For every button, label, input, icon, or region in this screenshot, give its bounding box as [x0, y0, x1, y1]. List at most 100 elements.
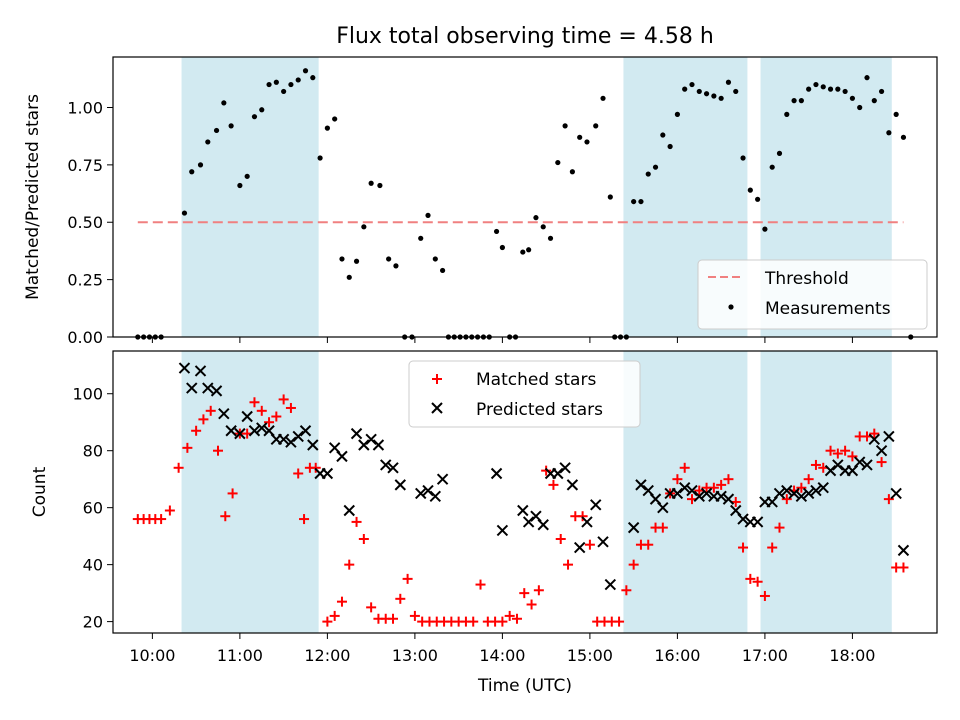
measurement-point: [638, 198, 644, 205]
measurement-point: [733, 88, 739, 95]
axes-frame: [112, 350, 938, 634]
predicted-star-point: [343, 504, 355, 517]
matched-star-point: [541, 465, 552, 476]
predicted-star-point: [285, 436, 297, 448]
measurement-point: [842, 88, 848, 95]
matched-star-point: [767, 542, 778, 553]
predicted-star-point: [350, 427, 363, 440]
measurement-point: [674, 111, 681, 117]
predicted-star-point: [234, 427, 246, 440]
predicted-star-point: [307, 439, 319, 451]
predicted-star-point: [590, 499, 602, 511]
matched-star-point: [628, 559, 639, 570]
legend-matched-marker: [432, 374, 442, 384]
matched-star-point: [322, 616, 333, 627]
measurement-point: [520, 249, 526, 255]
matched-star-point: [563, 559, 574, 570]
predicted-star-point: [241, 410, 253, 423]
measurement-point: [600, 95, 606, 101]
measurement-point: [703, 91, 710, 97]
matched-star-point: [533, 585, 544, 596]
measurement-point: [755, 196, 761, 202]
x-tick-label: 16:00: [654, 646, 700, 665]
predicted-star-point: [737, 513, 749, 525]
matched-star-point: [468, 616, 479, 627]
measurement-point: [820, 84, 826, 90]
measurement-point: [857, 104, 863, 111]
measurement-point: [871, 98, 877, 104]
matched-star-point: [497, 616, 508, 627]
measurement-point: [769, 164, 775, 170]
measurement-point: [562, 123, 568, 129]
measurement-point: [631, 198, 637, 205]
predicted-star-point: [657, 501, 669, 514]
predicted-star-point: [358, 439, 370, 451]
matched-star-point: [584, 539, 595, 550]
predicted-star-point: [671, 487, 684, 500]
matched-star-point: [810, 459, 821, 470]
matched-star-point: [205, 405, 216, 416]
predicted-star-point: [795, 490, 808, 502]
matched-star-point: [344, 559, 355, 570]
x-tick-label: 15:00: [567, 646, 613, 665]
matched-star-point: [278, 394, 289, 405]
legend-predicted-label: Predicted stars: [476, 400, 603, 420]
measurement-point: [835, 86, 841, 92]
measurement-point: [886, 130, 892, 136]
legend-box: [408, 360, 641, 428]
matched-star-point: [614, 616, 625, 627]
matched-star-point: [256, 405, 267, 416]
measurement-point: [547, 235, 554, 241]
predicted-star-point: [292, 430, 304, 443]
matched-star-point: [716, 479, 727, 490]
predicted-star-point: [883, 430, 895, 443]
predicted-star-point: [824, 464, 837, 477]
predicted-star-point: [256, 422, 268, 434]
matched-star-point: [832, 448, 843, 459]
measurement-point: [499, 244, 505, 251]
predicted-star-point: [186, 382, 198, 394]
matched-star-point: [555, 534, 566, 544]
y-tick-label: 1.00: [67, 98, 103, 117]
legend-box: [697, 259, 928, 330]
measurement-point: [776, 150, 783, 156]
predicted-star-point: [875, 444, 888, 457]
matched-star-point: [395, 593, 406, 604]
predicted-star-point: [604, 578, 617, 591]
predicted-star-point: [415, 487, 427, 500]
measurement-point: [718, 95, 724, 101]
measurement-point: [377, 182, 383, 189]
measurement-point: [593, 123, 599, 129]
measurement-point: [725, 79, 732, 85]
measurement-point: [689, 81, 695, 88]
predicted-star-point: [321, 467, 334, 480]
measurement-point: [339, 256, 345, 262]
measurement-point: [181, 210, 188, 216]
predicted-star-point: [522, 516, 535, 528]
predicted-star-point: [868, 433, 880, 446]
matched-star-point: [745, 573, 756, 584]
measurement-point: [273, 79, 279, 85]
observing-interval: [181, 57, 319, 337]
measurement-point: [310, 75, 316, 81]
predicted-star-point: [722, 493, 735, 505]
measurement-point: [324, 125, 330, 131]
x-tick-label: 18:00: [829, 646, 875, 665]
measurement-point: [205, 139, 211, 145]
y-axis-label: Count: [30, 466, 50, 517]
x-tick-label: 14:00: [479, 646, 525, 665]
predicted-star-point: [635, 479, 647, 491]
measurement-point: [259, 107, 265, 113]
legend-predicted-marker: [431, 402, 443, 414]
matched-star-point: [249, 397, 260, 408]
predicted-star-point: [897, 544, 910, 557]
matched-star-point: [388, 613, 399, 624]
x-axis-label: Time (UTC): [477, 676, 572, 696]
x-tick-label: 17:00: [742, 646, 788, 665]
measurement-point: [893, 111, 899, 117]
measurement-point: [878, 88, 885, 95]
matched-star-point: [738, 542, 749, 553]
predicted-star-point: [429, 490, 442, 502]
predicted-star-point: [715, 490, 727, 502]
x-tick-label: 13:00: [392, 646, 438, 665]
